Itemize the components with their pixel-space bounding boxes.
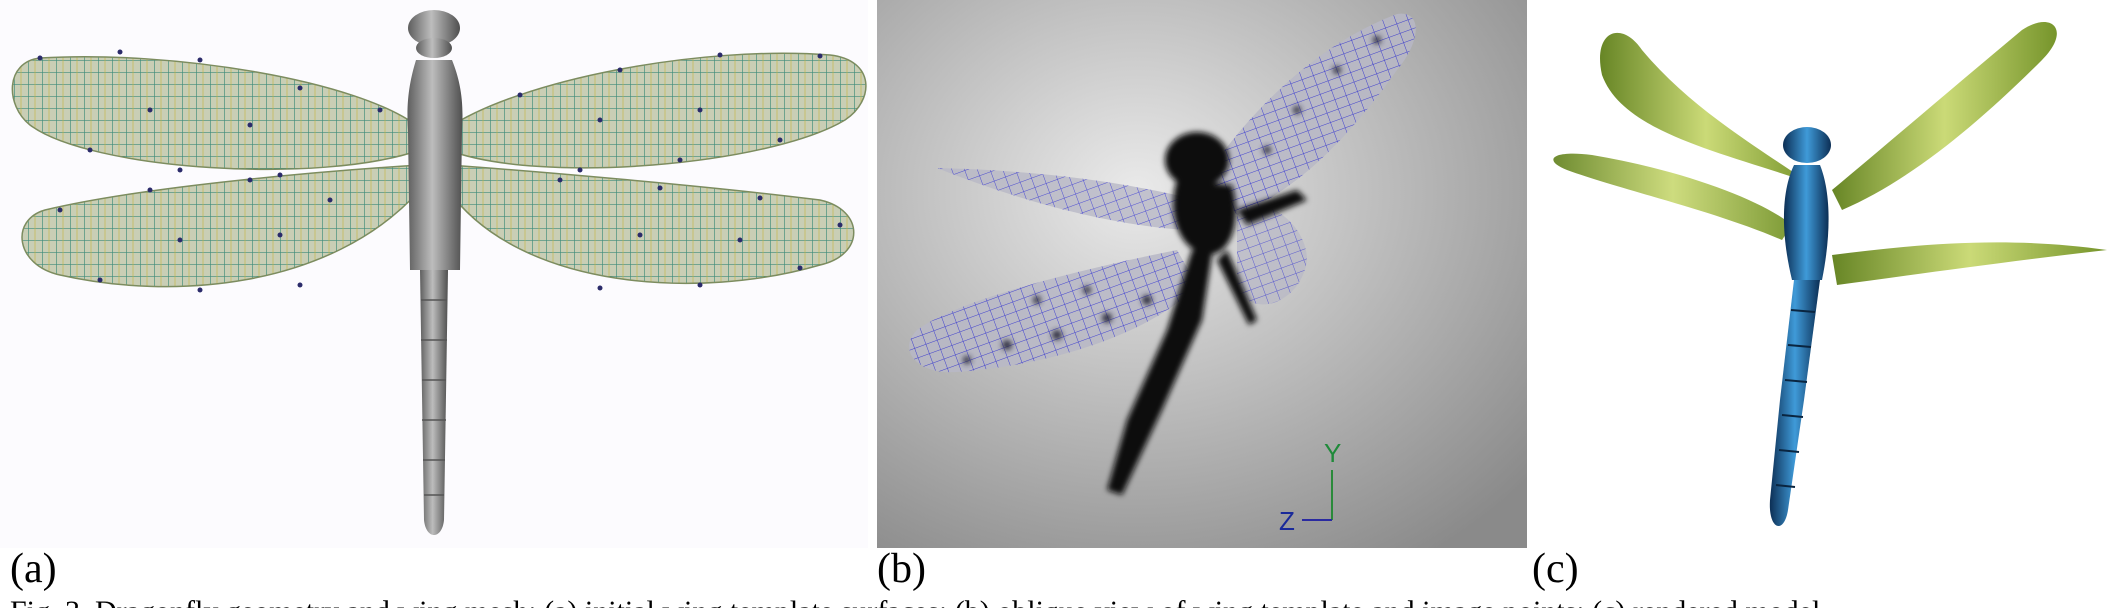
axis-triad: Y Z	[1279, 438, 1341, 536]
panel-a-wing-mesh-figure	[0, 0, 868, 548]
dragonfly-mesh-model-image	[11, 10, 867, 535]
panel-label-c: (c)	[1532, 546, 1579, 592]
axis-z-label: Z	[1279, 506, 1295, 536]
panel-label-a: (a)	[10, 546, 57, 592]
panel-label-b: (b)	[877, 546, 926, 592]
panel-b-photo-overlay-figure: Y Z	[877, 0, 1527, 548]
figure-caption: Fig. 3. Dragonfly geometry and wing mesh…	[10, 594, 2110, 608]
panel-c-rendered-figure	[1532, 0, 2116, 548]
axis-y-label: Y	[1324, 438, 1341, 468]
dragonfly-rendered-model-image	[1553, 21, 2107, 527]
dragonfly-photo-overlay-image: Y Z	[877, 0, 1527, 548]
